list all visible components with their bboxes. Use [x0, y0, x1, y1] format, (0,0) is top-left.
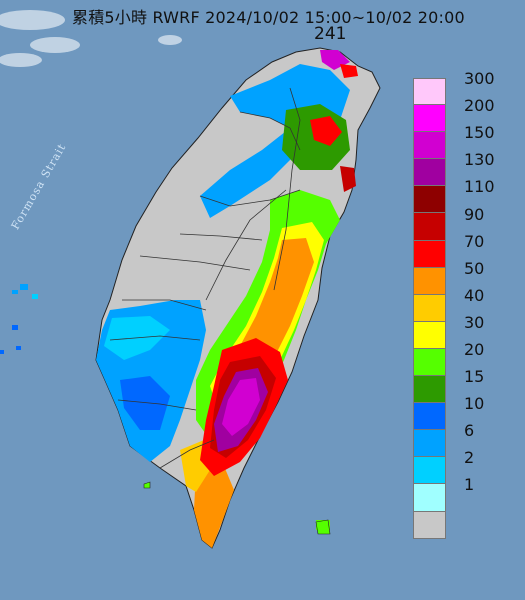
- legend-swatch: [413, 321, 446, 349]
- legend-swatch: [413, 430, 446, 458]
- legend-swatch: [413, 105, 446, 133]
- legend-label: 90: [464, 204, 485, 224]
- legend-row: 200: [413, 96, 525, 133]
- legend-label: 150: [464, 123, 495, 143]
- legend-swatch: [413, 484, 446, 512]
- rain-orange-south: [194, 466, 234, 548]
- legend-swatch: [413, 240, 446, 268]
- legend-swatch: [413, 267, 446, 295]
- rain-red-ne: [310, 116, 342, 146]
- legend-swatch: [413, 403, 446, 431]
- legend-row: 40: [413, 286, 525, 322]
- legend-label: 50: [464, 258, 485, 278]
- legend-label: 200: [464, 96, 495, 116]
- legend-label: 10: [464, 394, 485, 414]
- legend-label: 1: [464, 475, 475, 495]
- legend-row: 1: [413, 475, 525, 512]
- legend-row: 110: [413, 177, 525, 214]
- cloud-texture: [0, 10, 182, 67]
- color-legend: 300 200 150 130 110 90 70 50 40 30 20 15 10 6 2 1: [413, 69, 525, 539]
- legend-swatch: [413, 457, 446, 485]
- legend-label: 15: [464, 367, 485, 387]
- legend-swatch: [413, 78, 446, 106]
- legend-label: 6: [464, 421, 475, 441]
- legend-row: 30: [413, 313, 525, 349]
- legend-label: 20: [464, 339, 485, 359]
- legend-row: 2: [413, 448, 525, 485]
- rain-magenta: [222, 378, 260, 436]
- legend-row: 150: [413, 123, 525, 160]
- legend-row: 20: [413, 340, 525, 377]
- island-small: [143, 481, 151, 489]
- legend-swatch: [413, 132, 446, 160]
- legend-label: 70: [464, 231, 485, 251]
- legend-label: 30: [464, 312, 485, 332]
- legend-label: 130: [464, 150, 495, 170]
- max-rainfall-label: 241: [314, 24, 347, 44]
- legend-row: [413, 511, 525, 539]
- legend-swatch: [413, 511, 446, 539]
- county-borders: [109, 87, 301, 469]
- legend-row: 50: [413, 259, 525, 295]
- rain-darkblue-west: [120, 376, 170, 430]
- legend-row: 130: [413, 150, 525, 187]
- legend-label: 110: [464, 177, 495, 197]
- legend-swatch: [413, 213, 446, 241]
- legend-label: 40: [464, 285, 485, 305]
- island-green: [315, 519, 331, 535]
- legend-label: 300: [464, 69, 495, 89]
- legend-label: 2: [464, 448, 475, 468]
- rain-blue: [200, 64, 350, 218]
- legend-row: 300: [413, 69, 525, 106]
- legend-row: 70: [413, 232, 525, 268]
- rain-red-east: [340, 166, 356, 192]
- legend-row: 6: [413, 421, 525, 458]
- legend-swatch: [413, 159, 446, 187]
- legend-swatch: [413, 294, 446, 322]
- legend-swatch: [413, 186, 446, 214]
- rain-red-north: [340, 64, 358, 78]
- legend-row: 10: [413, 394, 525, 431]
- legend-swatch: [413, 348, 446, 377]
- legend-row: 15: [413, 367, 525, 404]
- legend-row: 90: [413, 205, 525, 241]
- map-title: 累積5小時 RWRF 2024/10/02 15:00~10/02 20:00: [72, 8, 465, 27]
- legend-swatch: [413, 376, 446, 404]
